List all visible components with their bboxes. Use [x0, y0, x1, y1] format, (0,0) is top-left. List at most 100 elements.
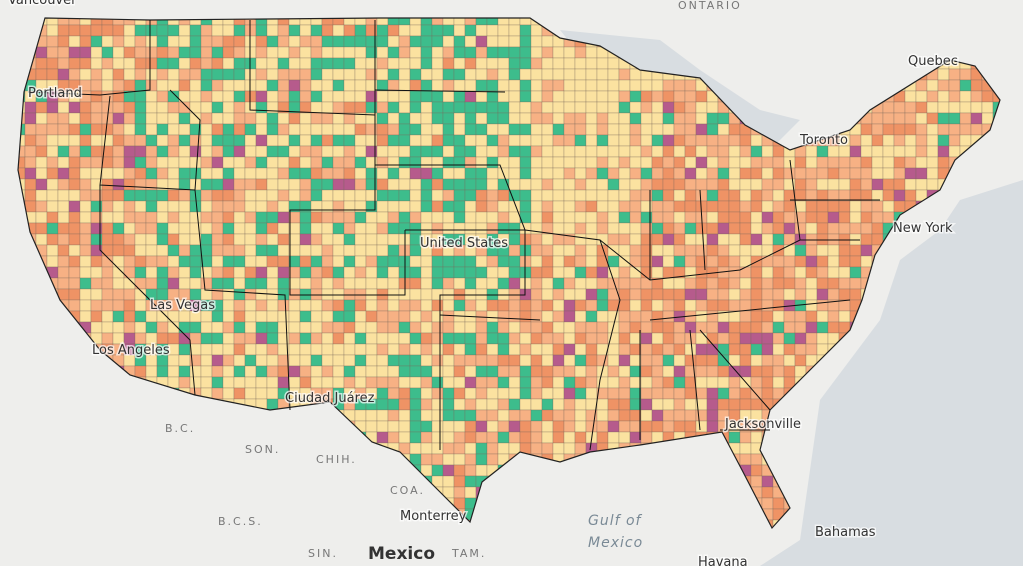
county: [530, 277, 543, 290]
county: [211, 189, 224, 202]
county: [530, 145, 543, 158]
county: [68, 233, 81, 246]
county: [618, 299, 631, 312]
county: [46, 178, 59, 191]
county: [684, 244, 697, 257]
county: [629, 101, 642, 114]
county: [244, 178, 257, 191]
county: [453, 90, 466, 103]
county: [541, 112, 554, 125]
county: [134, 145, 147, 158]
county: [750, 431, 763, 444]
county: [640, 178, 653, 191]
county: [200, 90, 213, 103]
county: [200, 145, 213, 158]
county: [266, 90, 279, 103]
county: [761, 277, 774, 290]
county: [409, 222, 422, 235]
county: [530, 189, 543, 202]
county: [233, 24, 246, 37]
county: [398, 299, 411, 312]
county: [255, 90, 268, 103]
county: [189, 145, 202, 158]
county: [420, 145, 433, 158]
county: [838, 255, 851, 268]
county: [937, 156, 950, 169]
county: [266, 222, 279, 235]
county: [354, 156, 367, 169]
county: [46, 35, 59, 48]
county: [574, 145, 587, 158]
county: [486, 79, 499, 92]
county: [563, 310, 576, 323]
county: [618, 420, 631, 433]
county: [761, 266, 774, 279]
county: [442, 101, 455, 114]
county: [541, 398, 554, 411]
county: [178, 189, 191, 202]
county: [288, 354, 301, 367]
county: [728, 343, 741, 356]
county: [497, 409, 510, 422]
county: [321, 310, 334, 323]
county: [750, 200, 763, 213]
county: [354, 123, 367, 136]
county: [57, 24, 70, 37]
county: [739, 145, 752, 158]
county: [35, 189, 48, 202]
county: [519, 200, 532, 213]
region-label: B.C.: [165, 422, 195, 435]
county: [508, 101, 521, 114]
county: [530, 178, 543, 191]
county: [805, 343, 818, 356]
county: [244, 156, 257, 169]
county: [442, 332, 455, 345]
county: [717, 332, 730, 345]
county: [640, 354, 653, 367]
county: [167, 46, 180, 59]
city-label: New York: [893, 221, 953, 236]
county: [57, 57, 70, 70]
county: [761, 233, 774, 246]
county: [409, 299, 422, 312]
county: [200, 332, 213, 345]
county: [695, 288, 708, 301]
county: [354, 255, 367, 268]
county: [618, 321, 631, 334]
county: [35, 145, 48, 158]
county: [453, 475, 466, 488]
county: [618, 409, 631, 422]
county: [46, 211, 59, 224]
county: [607, 145, 620, 158]
county: [959, 90, 972, 103]
county: [376, 409, 389, 422]
county: [750, 222, 763, 235]
county: [629, 90, 642, 103]
county: [794, 277, 807, 290]
county: [607, 376, 620, 389]
county: [46, 222, 59, 235]
county: [827, 321, 840, 334]
county: [717, 167, 730, 180]
county: [717, 255, 730, 268]
county: [552, 431, 565, 444]
county: [123, 167, 136, 180]
county: [651, 420, 664, 433]
county: [453, 68, 466, 81]
county: [552, 101, 565, 114]
county: [123, 79, 136, 92]
county: [849, 244, 862, 257]
county: [552, 398, 565, 411]
county: [475, 222, 488, 235]
county: [409, 112, 422, 125]
county: [673, 288, 686, 301]
county: [244, 233, 257, 246]
county: [728, 398, 741, 411]
county: [585, 156, 598, 169]
county: [486, 453, 499, 466]
county: [695, 365, 708, 378]
county: [750, 398, 763, 411]
county: [365, 376, 378, 389]
county: [310, 365, 323, 378]
county: [156, 145, 169, 158]
